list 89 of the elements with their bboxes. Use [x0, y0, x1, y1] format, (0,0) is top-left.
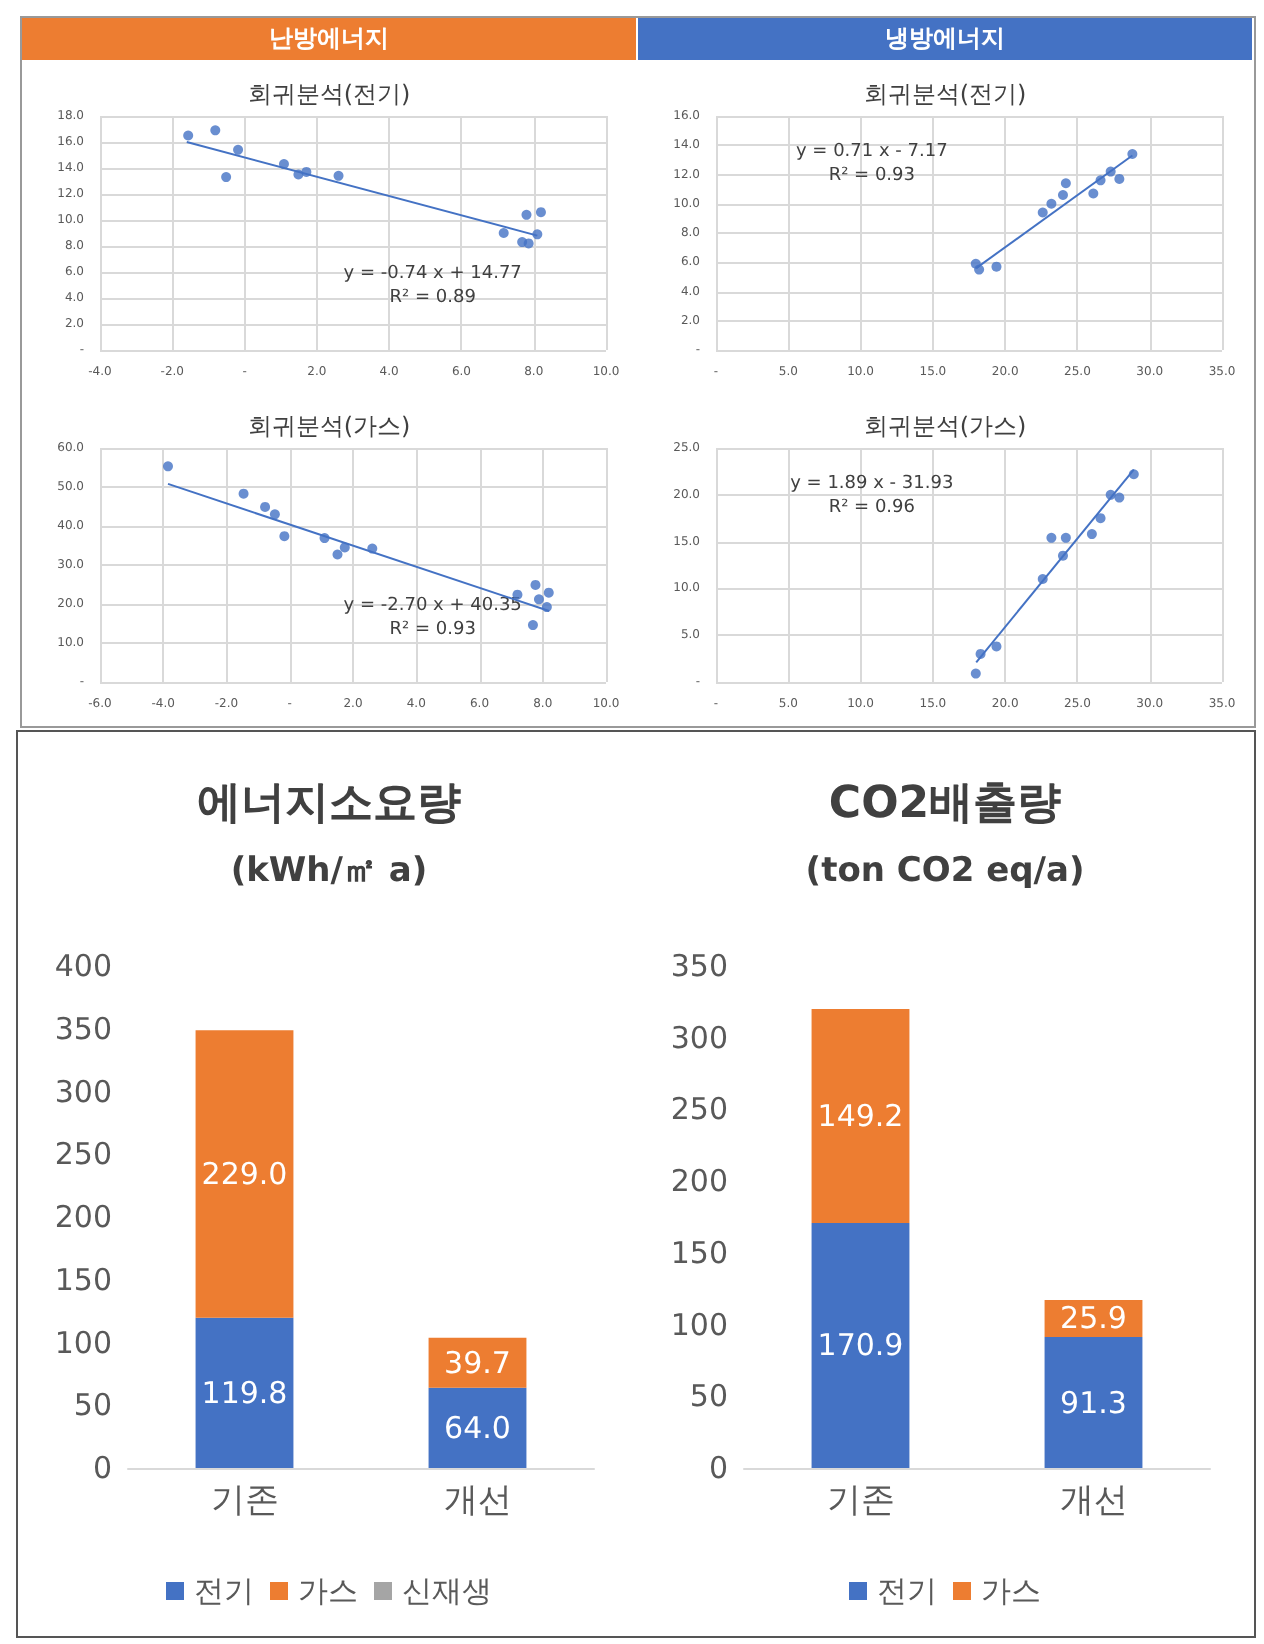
bar — [428, 1387, 527, 1468]
point — [970, 668, 981, 679]
legend-label: 전기 — [194, 1573, 254, 1609]
point — [279, 531, 290, 542]
point — [339, 542, 350, 553]
chart-title: 에너지소요량 — [197, 779, 461, 829]
point — [991, 261, 1002, 272]
data-label: 170.9 — [817, 1327, 904, 1364]
point — [233, 144, 244, 155]
point — [535, 207, 546, 218]
chart-title: 회귀분석(가스) — [863, 412, 1027, 440]
chart-subtitle: 냉방에너지 — [638, 18, 1252, 60]
chart-subtitle: (kWh/㎡ a) — [230, 851, 428, 891]
y-tick-label: 100 — [54, 1324, 112, 1361]
point — [1046, 198, 1057, 209]
data-label: 91.3 — [1060, 1384, 1127, 1421]
legend-label: 가스 — [981, 1573, 1041, 1609]
point — [533, 594, 544, 605]
point — [1114, 492, 1125, 503]
point — [1127, 149, 1138, 160]
point — [1086, 529, 1097, 540]
bar — [195, 1317, 294, 1468]
chart-title: 회귀분석(전기) — [247, 80, 411, 108]
data-label: 64.0 — [444, 1409, 511, 1446]
x-tick-label: 개선 — [1059, 1481, 1128, 1521]
data-label: 39.7 — [444, 1344, 511, 1381]
annotation: y = -0.74 x + 14.77 R² = 0.89 — [343, 264, 522, 308]
y-tick-label: 300 — [670, 1019, 728, 1056]
point — [527, 620, 538, 631]
x-tick-label: 개선 — [443, 1481, 512, 1521]
chart-title: 회귀분석(전기) — [863, 80, 1027, 108]
y-tick-label: 50 — [73, 1387, 112, 1424]
y-tick-label: 200 — [670, 1163, 728, 1200]
y-tick-label: 350 — [670, 948, 728, 984]
chart-title: CO2배출량 — [828, 779, 1062, 829]
bar — [1044, 1337, 1143, 1468]
point — [238, 488, 249, 499]
x-tick-label: 기존 — [826, 1481, 895, 1521]
data-label: 25.9 — [1060, 1300, 1127, 1337]
chart-title: 회귀분석(가스) — [247, 412, 411, 440]
annotation: y = 0.71 x - 7.17 R² = 0.93 — [795, 142, 948, 186]
y-tick-label: 150 — [54, 1261, 112, 1298]
legend-label: 신재생 — [402, 1573, 492, 1609]
point — [269, 509, 280, 520]
point — [163, 461, 173, 472]
point — [260, 501, 271, 512]
point — [530, 579, 541, 590]
point — [1037, 207, 1048, 218]
x-tick-label: 기존 — [210, 1481, 279, 1521]
y-tick-label: 0 — [92, 1450, 112, 1486]
point — [210, 125, 221, 136]
annotation: y = 1.89 x - 31.93 R² = 0.96 — [790, 474, 954, 518]
y-tick-label: 250 — [54, 1136, 112, 1173]
point — [521, 209, 532, 220]
data-label: 229.0 — [201, 1155, 288, 1192]
point — [1095, 513, 1106, 524]
point — [1046, 532, 1057, 543]
y-tick-label: 0 — [708, 1450, 728, 1486]
point — [183, 130, 194, 141]
bar — [195, 1030, 294, 1318]
legend-label: 가스 — [298, 1573, 358, 1609]
point — [333, 170, 344, 181]
point — [498, 228, 509, 238]
point — [332, 549, 343, 560]
point — [1088, 188, 1099, 199]
y-tick-label: 400 — [54, 948, 112, 984]
bar — [811, 1008, 910, 1223]
point — [1114, 173, 1125, 184]
y-tick-label: 150 — [670, 1234, 728, 1271]
chart-subtitle: (ton CO2 eq/a) — [805, 851, 1085, 891]
y-tick-label: 250 — [670, 1091, 728, 1128]
chart-subtitle: 난방에너지 — [22, 18, 636, 60]
point — [1060, 532, 1071, 543]
point — [991, 641, 1002, 652]
y-tick-label: 300 — [54, 1073, 112, 1110]
y-tick-label: 200 — [54, 1199, 112, 1235]
point — [221, 172, 232, 183]
y-tick-label: 350 — [54, 1010, 112, 1047]
y-tick-label: 50 — [689, 1378, 728, 1415]
annotation: y = -2.70 x + 40.35 R² = 0.93 — [343, 596, 522, 640]
legend-label: 전기 — [877, 1573, 937, 1609]
point — [523, 238, 534, 249]
point — [1060, 178, 1071, 189]
data-label: 149.2 — [817, 1097, 904, 1134]
point — [1057, 189, 1068, 200]
data-label: 119.8 — [201, 1374, 288, 1411]
y-tick-label: 100 — [670, 1306, 728, 1343]
bar — [811, 1222, 910, 1468]
point — [543, 587, 554, 598]
